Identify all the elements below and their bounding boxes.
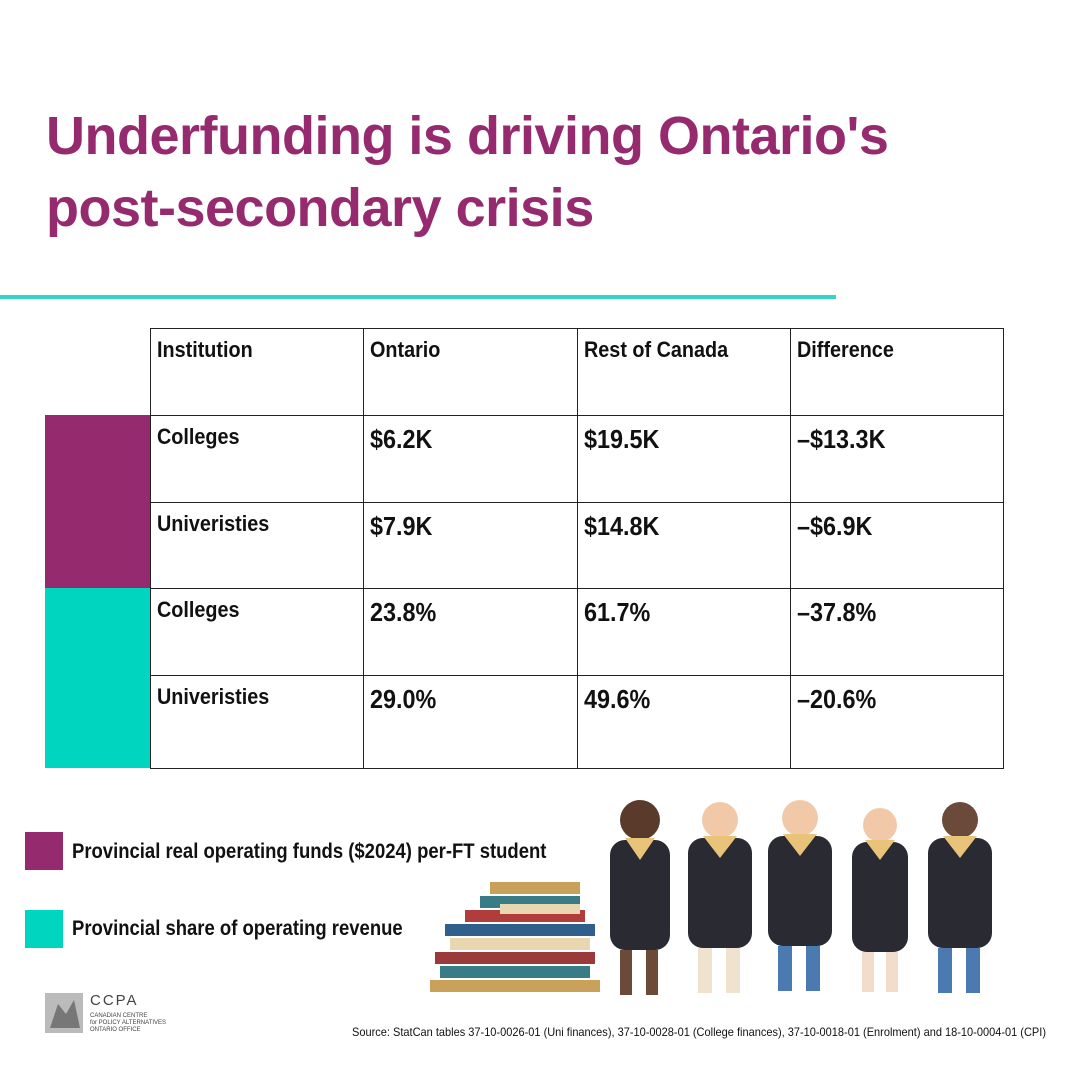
logo-leaf (50, 1000, 80, 1028)
logo-line: CANADIAN CENTRE (90, 1013, 147, 1019)
cell-text: $6.2K (370, 424, 433, 454)
legend-label: Provincial real operating funds ($2024) … (72, 840, 547, 863)
cell-text: –$6.9K (797, 511, 873, 541)
table-cell: Univeristies (150, 502, 364, 589)
table-cell: 49.6% (577, 675, 791, 769)
cell-text: $7.9K (370, 511, 433, 541)
cell-text: 49.6% (584, 684, 651, 714)
group-color-share (45, 588, 150, 768)
table-cell: 61.7% (577, 588, 791, 676)
cell-text: Colleges (157, 424, 240, 449)
cell-text: 29.0% (370, 684, 437, 714)
table-cell: –37.8% (790, 588, 1004, 676)
legend-label: Provincial share of operating revenue (72, 917, 403, 940)
table-cell: 29.0% (363, 675, 578, 769)
legend-swatch (25, 910, 63, 948)
source: Source: StatCan tables 37-10-0026-01 (Un… (352, 1025, 1046, 1039)
table-cell: –$13.3K (790, 415, 1004, 503)
books (430, 882, 600, 992)
graduates (610, 800, 992, 995)
cell-text: –20.6% (797, 684, 877, 714)
cell-text: Rest of Canada (584, 337, 729, 362)
table-cell: Rest of Canada (577, 328, 791, 416)
divider (0, 295, 836, 299)
cell-text: Colleges (157, 597, 240, 622)
group-color-funds (45, 415, 150, 588)
table-cell: $14.8K (577, 502, 791, 589)
logo: CCPA CANADIAN CENTRE for POLICY ALTERNAT… (45, 992, 166, 1033)
logo-line: ONTARIO OFFICE (90, 1027, 141, 1033)
cell-text: 61.7% (584, 597, 651, 627)
title: Underfunding is driving Ontario's post-s… (46, 106, 889, 238)
table-cell: $7.9K (363, 502, 578, 589)
table-cell: Colleges (150, 415, 364, 503)
cell-text: Univeristies (157, 511, 270, 536)
table-cell: 23.8% (363, 588, 578, 676)
table-cell: Ontario (363, 328, 578, 416)
table-cell: Difference (790, 328, 1004, 416)
source-wrap: Source: StatCan tables 37-10-0026-01 (Un… (352, 1025, 1046, 1039)
table-cell: Univeristies (150, 675, 364, 769)
table-cell: Institution (150, 328, 364, 416)
cell-text: 23.8% (370, 597, 437, 627)
table-cell: –$6.9K (790, 502, 1004, 589)
cell-text: $19.5K (584, 424, 660, 454)
cell-text: –37.8% (797, 597, 877, 627)
table-cell: Colleges (150, 588, 364, 676)
cell-text: Univeristies (157, 684, 270, 709)
illustration (430, 800, 992, 995)
cell-text: Difference (797, 337, 894, 362)
cell-text: Ontario (370, 337, 441, 362)
table-cell: $19.5K (577, 415, 791, 503)
cell-text: Institution (157, 337, 253, 362)
table-cell: $6.2K (363, 415, 578, 503)
table-cell: –20.6% (790, 675, 1004, 769)
logo-line: for POLICY ALTERNATIVES (90, 1020, 166, 1026)
cell-text: –$13.3K (797, 424, 886, 454)
cell-text: $14.8K (584, 511, 660, 541)
logo-name: CCPA (90, 992, 139, 1009)
legend-swatch (25, 832, 63, 870)
